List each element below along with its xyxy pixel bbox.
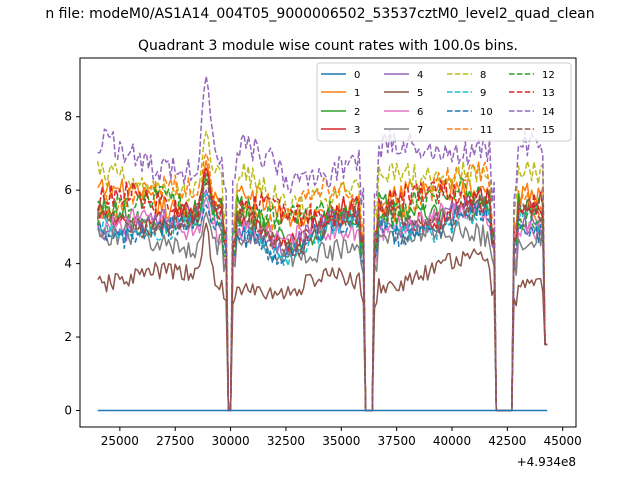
y-tick-label: 2 bbox=[64, 330, 72, 344]
legend-label-13: 13 bbox=[542, 88, 555, 99]
legend-label-10: 10 bbox=[480, 107, 493, 118]
x-tick-label: 30000 bbox=[211, 434, 249, 448]
x-tick-label: 42500 bbox=[488, 434, 526, 448]
legend-frame bbox=[316, 62, 572, 142]
legend-label-6: 6 bbox=[417, 107, 423, 118]
x-axis: 25000 27500 30000 32500 35000 37500 40000 42500… bbox=[101, 427, 582, 448]
y-tick-label: 4 bbox=[64, 257, 72, 271]
series-line-14 bbox=[97, 75, 548, 412]
x-tick-label: 45000 bbox=[544, 434, 582, 448]
legend-label-2: 2 bbox=[354, 107, 360, 118]
series-line-1 bbox=[97, 160, 548, 412]
y-tick-label: 0 bbox=[64, 403, 72, 417]
series-line-9 bbox=[96, 193, 548, 412]
y-axis: 0 2 4 6 8 bbox=[64, 110, 80, 417]
x-tick-label: 40000 bbox=[433, 434, 471, 448]
y-tick-label: 6 bbox=[64, 183, 72, 197]
legend-label-8: 8 bbox=[480, 70, 486, 81]
x-tick-label: 27500 bbox=[156, 434, 194, 448]
series-line-11 bbox=[96, 152, 548, 412]
figure-suptitle: n file: modeM0/AS1A14_004T05_9000006502_… bbox=[45, 6, 594, 22]
series-lines bbox=[96, 75, 548, 412]
x-tick-label: 32500 bbox=[267, 434, 305, 448]
legend-label-4: 4 bbox=[417, 70, 423, 81]
legend-label-11: 11 bbox=[480, 125, 493, 136]
axes-frame bbox=[79, 57, 577, 428]
x-tick-label: 25000 bbox=[101, 434, 139, 448]
series-line-15 bbox=[96, 182, 548, 412]
y-tick-label: 8 bbox=[64, 110, 72, 124]
x-tick-label: 35000 bbox=[322, 434, 360, 448]
legend-label-0: 0 bbox=[354, 70, 360, 81]
legend-label-5: 5 bbox=[417, 88, 423, 99]
legend-label-1: 1 bbox=[354, 88, 360, 99]
series-line-5 bbox=[97, 222, 548, 412]
x-tick-label: 37500 bbox=[378, 434, 416, 448]
legend-label-3: 3 bbox=[354, 125, 360, 136]
x-axis-offset-label: +4.934e8 bbox=[517, 455, 576, 469]
chart-title: Quadrant 3 module wise count rates with … bbox=[138, 38, 518, 54]
legend-label-14: 14 bbox=[542, 107, 555, 118]
legend-label-12: 12 bbox=[542, 70, 555, 81]
legend-label-9: 9 bbox=[480, 88, 486, 99]
series-line-7 bbox=[96, 211, 548, 412]
legend-label-15: 15 bbox=[542, 125, 555, 136]
legend-label-7: 7 bbox=[417, 125, 423, 136]
series-line-12 bbox=[96, 174, 548, 412]
